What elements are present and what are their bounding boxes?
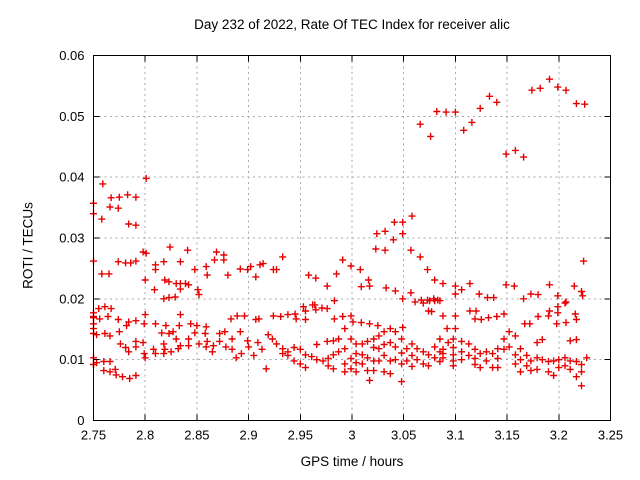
y-tick-label: 0.01 <box>59 352 84 367</box>
x-tick-label: 3.2 <box>550 428 568 443</box>
x-tick-label: 3 <box>348 428 355 443</box>
y-tick-label: 0.03 <box>59 231 84 246</box>
x-tick-label: 3.05 <box>391 428 416 443</box>
x-axis-label: GPS time / hours <box>300 454 404 469</box>
x-tick-label: 3.1 <box>446 428 464 443</box>
y-tick-label: 0.04 <box>59 170 84 185</box>
x-tick-label: 2.9 <box>240 428 258 443</box>
chart-title: Day 232 of 2022, Rate Of TEC Index for r… <box>194 17 510 32</box>
y-tick-label: 0.06 <box>59 48 84 63</box>
x-tick-label: 3.25 <box>598 428 623 443</box>
y-tick-label: 0.05 <box>59 109 84 124</box>
y-tick-label: 0 <box>77 413 84 428</box>
data-points <box>90 75 591 390</box>
x-tick-label: 2.95 <box>288 428 313 443</box>
x-tick-label: 3.15 <box>494 428 519 443</box>
y-tick-label: 0.02 <box>59 291 84 306</box>
x-tick-label: 2.8 <box>136 428 154 443</box>
x-tick-label: 2.75 <box>81 428 106 443</box>
tick-marks <box>93 55 611 421</box>
x-tick-label: 2.85 <box>184 428 209 443</box>
